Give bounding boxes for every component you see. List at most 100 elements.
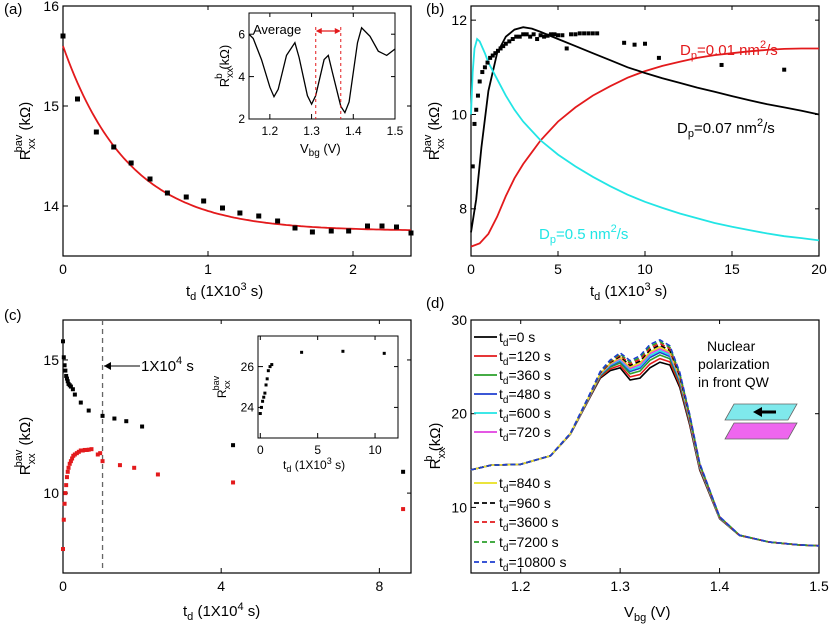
panel-b-x-tick-label: 5 (554, 261, 562, 277)
panel-a-data-point (111, 144, 117, 150)
panel-b-label: (b) (426, 1, 444, 18)
panel-b-data-points (470, 31, 787, 169)
panel-a: (a) 0 1 2 14 15 16 td (1X103 s) Rxxbav (kΩ) 1… (4, 0, 414, 303)
panel-b-data-point (569, 32, 574, 37)
panel-b-data-point (472, 121, 477, 126)
panel-c-x-tick-label: 4 (217, 578, 225, 594)
panel-b-data-point (622, 40, 627, 45)
panel-a-inset-arrow-head-right (334, 28, 341, 34)
panel-c-data-point-black (65, 379, 70, 384)
panel-a-data-point (183, 194, 189, 200)
panel-c-data-point-black (62, 363, 67, 368)
panel-a-ticks (62, 5, 411, 256)
panel-d-y-tick-label: 30 (451, 312, 467, 328)
panel-a-inset-y-tick-label: 4 (238, 70, 245, 84)
panel-a-data-point (408, 230, 414, 236)
panel-c-data-point-red (64, 475, 69, 480)
panel-a-data-point (379, 223, 385, 229)
back-quantum-well-layer (724, 422, 798, 440)
panel-a-label: (a) (4, 1, 22, 18)
panel-b: (b) 0 5 10 15 20 8 10 12 Dp=0.01 nm2/s Dp=0.07 … (422, 1, 827, 303)
panel-a-data-point (93, 129, 99, 135)
panel-a-fit-curve (62, 45, 411, 231)
panel-a-inset-arrow-head-left (315, 28, 322, 34)
panel-c-data-point-black (68, 384, 73, 389)
panel-c-data-point-black (401, 469, 406, 474)
panel-b-data-point (470, 164, 475, 169)
panel-a-data-point (201, 198, 207, 204)
panel-a-inset-x-tick-label: 1.4 (345, 124, 362, 138)
panel-d-legend-label: td=480 s (499, 386, 551, 406)
panel-b-data-point (485, 60, 490, 65)
panel-c-inset-point (382, 351, 386, 355)
panel-d-y-axis-label: Rxxb (kΩ) (423, 423, 448, 470)
panel-a-inset-y-tick-label: 6 (238, 27, 245, 41)
panel-c-data-point-red (117, 463, 122, 468)
panel-a-inset: 1.2 1.3 1.4 1.5 2 4 6 Average Vbg (V) Rxxb (kΩ… (214, 12, 404, 159)
panel-c-data-point-red (98, 451, 103, 456)
panel-c-data-point-red (61, 547, 65, 552)
panel-d-y-tick-label: 20 (451, 406, 467, 422)
panel-c-data-point-black (72, 392, 77, 397)
panel-a-inset-x-tick-label: 1.2 (262, 124, 279, 138)
panel-b-data-point (503, 41, 508, 46)
panel-b-data-point (510, 37, 515, 42)
panel-c-inset-y-tick-label: 24 (241, 401, 255, 415)
panel-b-data-point (480, 70, 485, 75)
panel-d-x-axis-label: Vbg (V) (624, 604, 670, 624)
panel-a-data-point (346, 228, 352, 234)
panel-b-data-point (490, 53, 495, 58)
panel-b-data-point (564, 46, 569, 51)
panel-a-data-point (237, 210, 243, 216)
panel-c-data-point-red (63, 491, 68, 496)
panel-c-data-point-red (62, 501, 67, 506)
panel-c-data-point-black (63, 368, 68, 373)
panel-c-data-point-black (140, 424, 145, 429)
panel-c-label: (c) (4, 307, 22, 324)
panel-b-data-point (501, 44, 506, 49)
panel-d-frame (470, 319, 820, 574)
panel-b-y-axis-label: Rxxbav (kΩ) (422, 102, 447, 160)
panel-c-inset-point (268, 365, 272, 369)
panel-c-inset-point (258, 412, 262, 416)
panel-a-data-point (292, 225, 298, 231)
panel-c-x-tick-label: 0 (59, 578, 67, 594)
panel-d-legend-label: td=720 s (499, 424, 551, 444)
panel-b-data-point (477, 79, 482, 84)
panel-a-data-point (365, 223, 370, 229)
panel-d-legend-label: td=0 s (499, 329, 535, 349)
panel-c-x-tick-label: 8 (375, 578, 383, 594)
panel-c-data-point-black (78, 400, 83, 405)
panel-c-data-point-black (61, 339, 65, 344)
panel-b-data-point (517, 34, 522, 39)
panel-a-x-axis-label: td (1X103 s) (186, 281, 263, 303)
panel-c-frame (62, 319, 412, 574)
panel-b-black-curve-label: Dp=0.07 nm2/s (677, 117, 775, 140)
panel-b-data-point (560, 33, 565, 38)
panel-c-tick-labels: 0 4 8 10 15 (43, 352, 383, 594)
panel-c-y-axis-label: Rxxbav (kΩ) (13, 417, 38, 475)
panel-c-inset-point (300, 350, 304, 354)
panel-a-inset-ticks (249, 13, 396, 120)
panel-c-threshold-arrow-head (104, 362, 111, 370)
panel-a-inset-average-markers (315, 27, 342, 119)
panel-a-data-point (328, 228, 334, 234)
panel-c-inset-point (264, 383, 268, 387)
panel-b-data-point (507, 39, 512, 44)
panel-b-x-tick-label: 20 (811, 261, 827, 277)
panel-b-data-point (538, 33, 543, 38)
panel-a-y-tick-label: 15 (43, 98, 59, 114)
panel-b-tick-labels: 0 5 10 15 20 8 10 12 (451, 12, 827, 277)
panel-c-inset-x-tick-label: 0 (257, 443, 264, 457)
panel-c-inset-x-tick-label: 10 (368, 443, 382, 457)
panel-a-data-point (128, 160, 134, 166)
panel-c-inset-points (258, 349, 386, 416)
panel-c-data-point-red (67, 461, 72, 466)
panel-b-data-point (586, 31, 591, 36)
panel-d-y-tick-label: 10 (451, 499, 467, 515)
panel-c-data-point-red (68, 459, 73, 464)
panel-d-legend-label: td=120 s (499, 348, 551, 368)
panel-c-data-point-red (65, 469, 70, 474)
panel-c-data-point-red (95, 452, 100, 457)
panel-c-inset-point (341, 349, 345, 353)
